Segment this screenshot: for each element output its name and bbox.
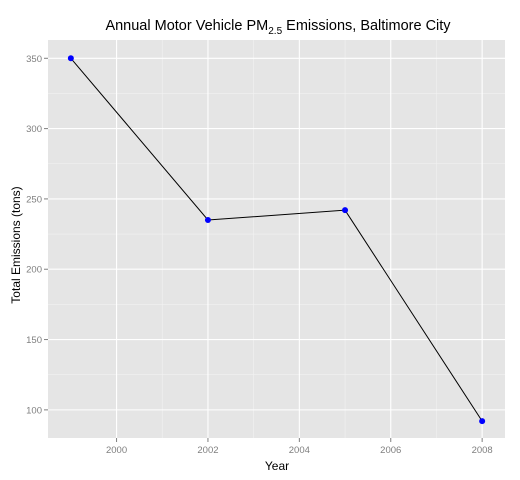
x-tick-label: 2002 (197, 445, 218, 456)
x-tick-label: 2000 (106, 445, 127, 456)
data-point (67, 55, 74, 62)
minor-gridlines (48, 40, 505, 438)
plot-panel (48, 40, 505, 438)
y-tick-label: 200 (26, 265, 42, 276)
chart-title-suffix: Emissions, Baltimore City (282, 18, 451, 34)
data-point (342, 207, 349, 214)
tick-labels: 2000 2002 2004 2006 2008 100 150 200 250 300 350 (26, 54, 493, 456)
y-tick-label: 350 (26, 54, 42, 65)
x-tick-label: 2008 (472, 445, 493, 456)
chart-title: Annual Motor Vehicle PM2.5 Emissions, Ba… (105, 18, 451, 37)
x-tick-label: 2004 (289, 445, 310, 456)
emissions-line (70, 57, 483, 422)
y-tick-label: 100 (26, 405, 42, 416)
y-tick-label: 300 (26, 124, 42, 135)
x-axis-label: Year (265, 459, 289, 473)
y-tick-label: 250 (26, 194, 42, 205)
axis-ticks (44, 57, 483, 442)
data-point (204, 217, 211, 224)
y-axis-label: Total Emissions (tons) (9, 186, 23, 303)
x-tick-label: 2006 (380, 445, 401, 456)
data-point (479, 418, 486, 425)
major-gridlines (48, 40, 505, 438)
chart-title-subscript: 2.5 (268, 26, 282, 37)
y-tick-label: 150 (26, 335, 42, 346)
chart-title-prefix: Annual Motor Vehicle PM (105, 18, 268, 34)
emissions-series (67, 55, 486, 425)
